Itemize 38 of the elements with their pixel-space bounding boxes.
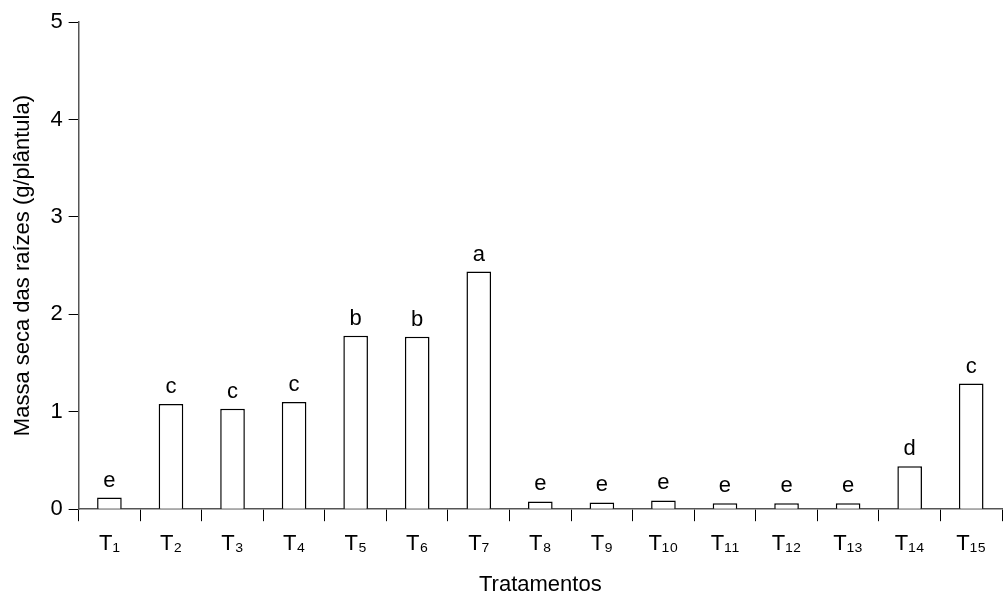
x-tick-label: T₆ (406, 530, 429, 556)
y-tick-label: 5 (50, 8, 63, 34)
annotation: a (472, 240, 486, 266)
annotation: c (965, 352, 977, 378)
annotation: e (841, 472, 855, 498)
annotation: e (718, 472, 732, 498)
annotation: e (780, 472, 793, 498)
x-tick-label: T₈ (529, 530, 552, 556)
y-tick-label: 3 (50, 202, 63, 228)
x-axis-title: Tratamentos (478, 570, 602, 596)
x-tick-label: T₅ (344, 530, 367, 556)
y-axis-title: Massa seca das raízes (g/plântula) (9, 95, 35, 437)
x-tick-label: T₃ (221, 530, 244, 556)
annotation: b (349, 304, 362, 330)
x-tick-label: T₁₀ (648, 530, 679, 556)
annotation: e (595, 471, 608, 497)
annotation: e (534, 470, 547, 496)
annotation: c (165, 373, 177, 399)
x-tick-label: T₁₃ (833, 530, 864, 556)
annotation: b (411, 305, 424, 331)
annotation: c (227, 377, 239, 403)
y-tick-label: 4 (50, 105, 63, 131)
x-tick-label: T₂ (159, 530, 182, 556)
y-tick-label: 1 (50, 397, 63, 423)
x-tick-label: T₇ (468, 530, 490, 556)
annotation: c (288, 371, 300, 397)
x-tick-label: T₄ (282, 530, 306, 556)
y-tick-label: 0 (50, 495, 63, 521)
x-tick-label: T₁₄ (894, 530, 925, 556)
x-tick-label: T₉ (590, 530, 613, 556)
annotation: e (103, 466, 116, 492)
x-tick-label: T₁₂ (771, 530, 802, 556)
x-tick-label: T₁₅ (956, 530, 987, 556)
x-tick-label: T₁₁ (710, 530, 740, 556)
y-tick-label: 2 (50, 300, 63, 326)
annotation: d (903, 435, 916, 461)
x-tick-label: T₁ (98, 530, 120, 556)
annotation: e (657, 469, 670, 495)
